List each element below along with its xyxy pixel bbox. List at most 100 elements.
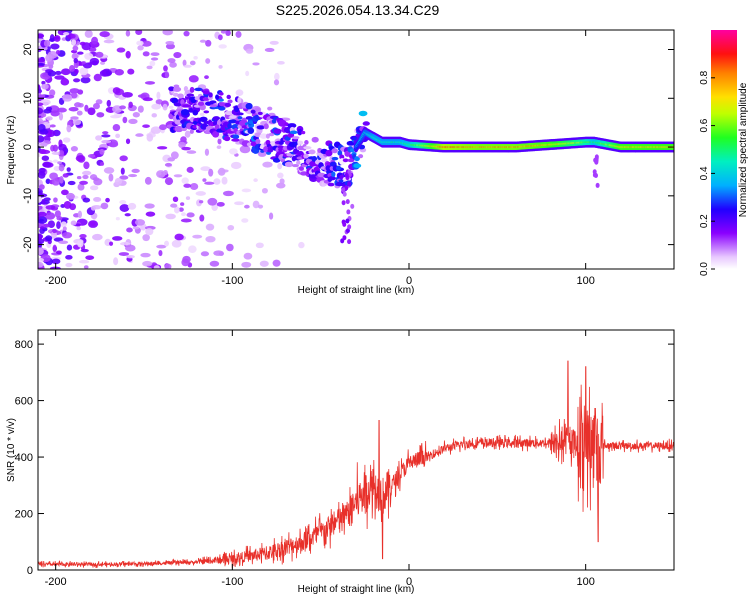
heatmap-cell xyxy=(93,103,100,110)
heatmap-cell xyxy=(255,242,264,249)
colorbar-tick-label: 0.0 xyxy=(699,262,710,276)
heatmap-cell xyxy=(173,86,182,92)
heatmap-cell xyxy=(234,201,244,206)
heatmap-cell xyxy=(126,227,133,233)
colorbar-tick-label: 0.2 xyxy=(699,214,710,228)
heatmap-cell xyxy=(168,86,175,92)
heatmap-cell xyxy=(274,72,280,81)
heatmap-cell xyxy=(362,121,370,126)
heatmap-cell xyxy=(146,133,154,142)
heatmap-cell xyxy=(47,129,53,137)
heatmap-cell xyxy=(140,252,151,258)
heatmap-cell xyxy=(62,173,69,178)
heatmap-cell xyxy=(65,262,73,268)
heatmap-cell xyxy=(119,199,127,205)
heatmap-cell xyxy=(137,94,147,98)
heatmap-cell xyxy=(277,61,285,65)
heatmap-cell xyxy=(76,175,82,180)
heatmap-cell xyxy=(321,158,328,163)
heatmap-cell xyxy=(53,237,64,242)
heatmap-cell xyxy=(252,200,260,209)
heatmap-cell xyxy=(115,217,120,221)
heatmap-cell xyxy=(77,239,84,248)
heatmap-cell xyxy=(254,107,261,112)
heatmap-cell xyxy=(114,177,123,185)
heatmap-cell xyxy=(224,110,234,116)
heatmap-cell xyxy=(45,205,56,210)
heatmap-cell xyxy=(277,119,287,127)
heatmap-cell xyxy=(347,181,352,187)
heatmap-cell xyxy=(197,101,205,106)
heatmap-cell xyxy=(132,111,140,118)
heatmap-cell xyxy=(331,148,338,154)
heatmap-cell xyxy=(347,158,355,163)
heatmap-cell xyxy=(92,177,100,181)
heatmap-cell xyxy=(169,61,177,68)
heatmap-cell xyxy=(358,154,364,159)
heatmap-cell xyxy=(142,51,150,57)
heatmap-cell xyxy=(90,185,99,191)
heatmap-cell xyxy=(594,154,599,160)
heatmap-cell xyxy=(180,202,185,206)
heatmap-cell xyxy=(39,142,48,147)
heatmap-cell xyxy=(119,105,126,110)
heatmap-cell xyxy=(112,236,123,241)
heatmap-cell xyxy=(38,195,43,203)
heatmap-cell xyxy=(186,166,194,173)
heatmap-cell xyxy=(229,115,237,119)
heatmap-cell xyxy=(173,51,182,59)
heatmap-cell xyxy=(61,68,71,76)
heatmap-cell xyxy=(93,73,102,82)
heatmap-cell xyxy=(136,40,144,46)
heatmap-cell xyxy=(174,233,184,241)
heatmap-cell xyxy=(170,151,179,160)
heatmap-cell xyxy=(353,163,362,169)
heatmap-cell xyxy=(276,182,286,189)
heatmap-cell xyxy=(43,223,50,228)
heatmap-cell xyxy=(78,259,90,264)
heatmap-cell xyxy=(345,218,350,224)
heatmap-cell xyxy=(73,58,79,64)
heatmap-cell xyxy=(115,133,121,139)
heatmap-cell xyxy=(158,249,163,257)
heatmap-cell xyxy=(303,153,309,159)
heatmap-cell xyxy=(297,140,304,145)
heatmap-cell xyxy=(144,81,156,85)
heatmap-cell xyxy=(235,89,244,96)
heatmap-cell xyxy=(38,123,46,132)
heatmap-cell xyxy=(232,134,240,140)
heatmap-cell xyxy=(75,155,85,162)
heatmap-cell xyxy=(218,44,227,49)
heatmap-cell xyxy=(257,111,263,116)
heatmap-cell xyxy=(273,128,282,134)
heatmap-cell xyxy=(186,150,197,154)
heatmap-cell xyxy=(287,133,295,138)
heatmap-cell xyxy=(137,45,144,51)
heatmap-cell xyxy=(277,162,283,170)
heatmap-cell xyxy=(230,161,242,170)
heatmap-cell xyxy=(229,148,238,155)
heatmap-cell xyxy=(110,115,121,119)
heatmap-cell xyxy=(112,123,121,132)
heatmap-cell xyxy=(59,150,65,157)
heatmap-cell xyxy=(41,83,49,90)
heatmap-cell xyxy=(38,211,47,217)
heatmap-cell xyxy=(38,62,45,66)
heatmap-cell xyxy=(100,161,105,166)
heatmap-cell xyxy=(63,200,72,209)
heatmap-cell xyxy=(347,224,352,230)
heatmap-cell xyxy=(338,179,344,183)
heatmap-cell xyxy=(164,162,173,167)
heatmap-cell xyxy=(171,239,182,248)
heatmap-cell xyxy=(308,149,316,155)
heatmap-cell xyxy=(188,75,199,83)
heatmap-cell xyxy=(243,252,253,260)
heatmap-cell xyxy=(218,34,223,41)
heatmap-cell xyxy=(51,258,61,265)
heatmap-cell xyxy=(83,161,90,170)
heatmap-cell xyxy=(198,200,204,204)
heatmap-cell xyxy=(205,58,211,64)
heatmap-cell xyxy=(164,71,170,79)
heatmap-cell xyxy=(145,228,154,236)
heatmap-cell xyxy=(205,235,216,243)
